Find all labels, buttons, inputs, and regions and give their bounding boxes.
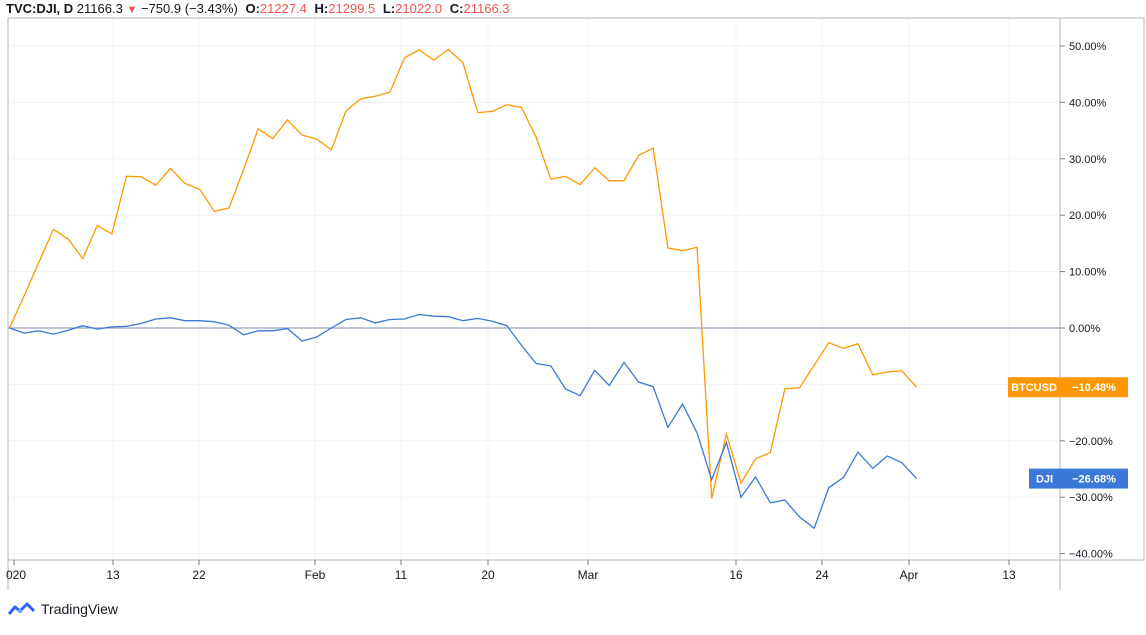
brand-name: TradingView [41, 601, 119, 617]
close-label: C: [449, 1, 464, 16]
chart-grid [8, 18, 1060, 560]
series-value-label: −10.48% [1072, 382, 1116, 394]
comparison-chart[interactable]: 50.00%40.00%30.00%20.00%10.00%0.00%−10.0… [0, 0, 1146, 590]
x-tick-label: Feb [305, 568, 326, 582]
open-value: 21227.4 [259, 1, 307, 16]
open-label: O: [245, 1, 260, 16]
last-label-dji: DJI −26.68% [1029, 468, 1128, 489]
x-tick-label: 22 [192, 568, 206, 582]
series-name-tag [1008, 377, 1060, 398]
close-value: 21166.3 [463, 1, 510, 16]
down-arrow-icon: ▼ [126, 4, 138, 16]
price-change: −750.9 (−3.43%) [140, 1, 238, 16]
high-label: H: [314, 1, 329, 16]
last-price: 21166.3 [76, 1, 123, 16]
last-label-btcusd: BTCUSD −10.48% [1008, 377, 1128, 398]
low-value: 21022.0 [395, 1, 443, 16]
low-label: L: [382, 1, 396, 16]
series-line-dji [9, 313, 918, 530]
x-tick-label: Apr [900, 568, 919, 582]
series-value-label: −26.68% [1072, 474, 1116, 486]
symbol-header: TVC:DJI, D 21166.3 ▼ −750.9 (−3.43%) O:2… [6, 0, 510, 18]
x-tick-label: 11 [395, 568, 408, 582]
symbol-name[interactable]: TVC:DJI, D [6, 1, 74, 16]
plot-frame [7, 17, 1145, 561]
series-name-label: DJI [1036, 474, 1053, 486]
series-name-tag [1029, 468, 1060, 489]
series-value-tag [1060, 377, 1128, 398]
branding[interactable]: TradingView [8, 596, 118, 622]
y-tick-label: 40.00% [1069, 97, 1107, 109]
y-tick-label: 0.00% [1069, 323, 1100, 335]
y-tick-label: 20.00% [1069, 210, 1107, 222]
chart-axes [7, 17, 1145, 590]
y-tick-label: −20.00% [1069, 436, 1113, 448]
x-tick-label: 020 [6, 568, 26, 582]
y-tick-label: 30.00% [1069, 154, 1107, 166]
series-name-label: BTCUSD [1011, 382, 1057, 394]
high-value: 21299.5 [328, 1, 376, 16]
series-last-value-labels: BTCUSD −10.48% DJI −26.68% [1008, 377, 1128, 489]
x-tick-label: 20 [481, 568, 495, 582]
series-value-tag [1060, 468, 1128, 489]
y-tick-label: −40.00% [1069, 549, 1113, 561]
x-tick-label: 24 [815, 568, 829, 582]
x-tick-label: 13 [1002, 568, 1016, 582]
x-tick-label: 13 [106, 568, 120, 582]
time-scale[interactable]: 020 13 22 Feb 11 20 Mar 16 24 Apr 13 [6, 560, 1016, 582]
x-tick-label: Mar [578, 568, 599, 582]
y-tick-label: 50.00% [1069, 41, 1107, 53]
tradingview-logo-icon [8, 602, 36, 615]
y-tick-label: 10.00% [1069, 267, 1107, 279]
x-tick-label: 16 [729, 568, 743, 582]
y-tick-label: −30.00% [1069, 492, 1113, 504]
series-line-btcusd [8, 48, 918, 499]
